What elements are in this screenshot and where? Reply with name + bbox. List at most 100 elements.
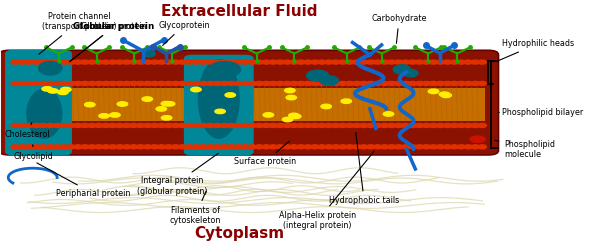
Ellipse shape — [338, 124, 347, 127]
Ellipse shape — [27, 89, 62, 138]
Circle shape — [215, 109, 226, 114]
Ellipse shape — [39, 82, 47, 85]
Ellipse shape — [290, 60, 298, 64]
Ellipse shape — [255, 145, 263, 149]
Ellipse shape — [178, 82, 187, 85]
Ellipse shape — [18, 124, 26, 127]
Ellipse shape — [88, 60, 96, 64]
Ellipse shape — [429, 145, 437, 149]
Ellipse shape — [172, 82, 180, 85]
Ellipse shape — [213, 124, 221, 127]
Ellipse shape — [206, 60, 215, 64]
Ellipse shape — [332, 82, 340, 85]
Ellipse shape — [269, 82, 277, 85]
Ellipse shape — [60, 82, 68, 85]
Ellipse shape — [46, 82, 54, 85]
Circle shape — [284, 88, 295, 93]
Ellipse shape — [53, 124, 61, 127]
Ellipse shape — [443, 124, 452, 127]
Circle shape — [439, 92, 450, 96]
Ellipse shape — [311, 82, 319, 85]
Ellipse shape — [11, 60, 19, 64]
Ellipse shape — [338, 60, 347, 64]
Ellipse shape — [101, 124, 110, 127]
Ellipse shape — [109, 82, 117, 85]
Ellipse shape — [178, 124, 187, 127]
Ellipse shape — [213, 60, 221, 64]
Ellipse shape — [401, 60, 410, 64]
Ellipse shape — [137, 60, 145, 64]
Ellipse shape — [25, 82, 34, 85]
Ellipse shape — [415, 145, 424, 149]
Ellipse shape — [227, 124, 235, 127]
Ellipse shape — [206, 124, 215, 127]
Text: Integral protein
(globular protein): Integral protein (globular protein) — [137, 153, 218, 196]
Ellipse shape — [101, 82, 110, 85]
Ellipse shape — [53, 82, 61, 85]
Ellipse shape — [101, 60, 110, 64]
Text: Hydrophobic tails: Hydrophobic tails — [329, 132, 399, 205]
Ellipse shape — [60, 124, 68, 127]
Ellipse shape — [32, 145, 40, 149]
Ellipse shape — [290, 145, 298, 149]
Ellipse shape — [359, 145, 368, 149]
Ellipse shape — [471, 124, 479, 127]
Ellipse shape — [192, 145, 200, 149]
Ellipse shape — [164, 124, 173, 127]
Ellipse shape — [297, 82, 305, 85]
Ellipse shape — [32, 82, 40, 85]
Ellipse shape — [185, 145, 194, 149]
Ellipse shape — [74, 145, 82, 149]
Ellipse shape — [178, 60, 187, 64]
Ellipse shape — [122, 82, 131, 85]
Ellipse shape — [18, 145, 26, 149]
Ellipse shape — [199, 124, 208, 127]
Ellipse shape — [109, 145, 117, 149]
Ellipse shape — [234, 60, 242, 64]
Ellipse shape — [471, 145, 479, 149]
Ellipse shape — [255, 82, 263, 85]
Circle shape — [42, 87, 52, 91]
Ellipse shape — [206, 145, 215, 149]
Ellipse shape — [81, 145, 89, 149]
Circle shape — [110, 113, 120, 117]
Text: Filaments of
cytoskeleton: Filaments of cytoskeleton — [170, 191, 221, 225]
Ellipse shape — [409, 145, 416, 149]
Ellipse shape — [325, 145, 333, 149]
Ellipse shape — [307, 70, 329, 81]
Ellipse shape — [241, 82, 250, 85]
Ellipse shape — [185, 124, 194, 127]
Ellipse shape — [122, 124, 131, 127]
Ellipse shape — [393, 65, 410, 74]
Ellipse shape — [209, 62, 241, 78]
Ellipse shape — [380, 124, 389, 127]
Circle shape — [321, 104, 331, 109]
Ellipse shape — [457, 60, 466, 64]
Ellipse shape — [373, 145, 382, 149]
Ellipse shape — [471, 60, 479, 64]
Ellipse shape — [332, 60, 340, 64]
Ellipse shape — [388, 60, 396, 64]
Text: Hydrophilic heads: Hydrophilic heads — [496, 39, 574, 62]
Circle shape — [383, 112, 394, 116]
Ellipse shape — [151, 82, 159, 85]
Ellipse shape — [380, 82, 389, 85]
Ellipse shape — [11, 51, 55, 137]
Ellipse shape — [185, 82, 194, 85]
Ellipse shape — [367, 124, 375, 127]
Ellipse shape — [471, 82, 479, 85]
Ellipse shape — [130, 60, 138, 64]
Ellipse shape — [241, 60, 250, 64]
Ellipse shape — [143, 60, 152, 64]
Ellipse shape — [262, 145, 271, 149]
Text: Peripharial protein: Peripharial protein — [37, 163, 130, 198]
Ellipse shape — [388, 145, 396, 149]
Ellipse shape — [234, 124, 242, 127]
Ellipse shape — [88, 145, 96, 149]
Ellipse shape — [457, 124, 466, 127]
Ellipse shape — [192, 60, 200, 64]
Ellipse shape — [429, 124, 437, 127]
Ellipse shape — [464, 60, 472, 64]
Ellipse shape — [318, 60, 326, 64]
Ellipse shape — [346, 145, 354, 149]
